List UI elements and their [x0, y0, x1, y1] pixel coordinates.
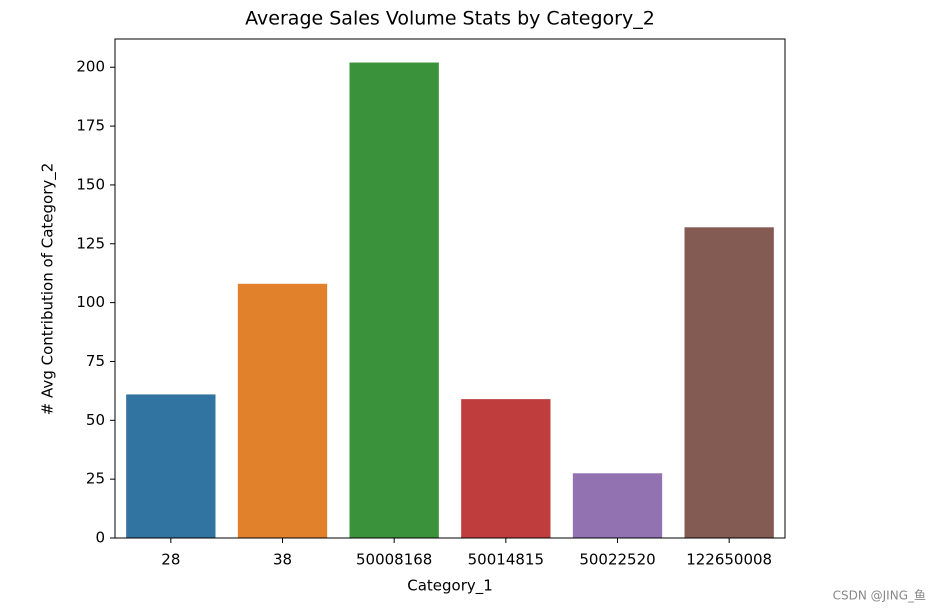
bar: [237, 283, 328, 538]
x-tick-label: 122650008: [686, 551, 772, 569]
bar: [572, 473, 663, 538]
bar: [461, 399, 551, 538]
plot-frame: [114, 38, 786, 539]
y-tick-label: 50: [86, 411, 105, 429]
y-tick-label: 150: [76, 175, 105, 193]
y-axis-label: # Avg Contribution of Category_2: [39, 163, 58, 416]
x-tick-label: 50008168: [356, 551, 432, 569]
bar: [126, 394, 216, 538]
x-tick-label: 38: [273, 551, 292, 569]
y-tick-label: 100: [76, 293, 105, 311]
x-tick-label: 28: [161, 551, 180, 569]
y-tick-label: 200: [76, 58, 105, 76]
watermark: CSDN @JING_鱼: [833, 589, 926, 603]
y-tick-label: 0: [95, 529, 105, 547]
y-tick-label: 25: [86, 470, 105, 488]
y-tick-label: 175: [76, 117, 105, 135]
bar: [349, 62, 439, 539]
x-tick-label: 50022520: [579, 551, 655, 569]
y-tick-label: 75: [86, 352, 105, 370]
y-tick-label: 125: [76, 234, 105, 252]
bar: [684, 227, 774, 538]
x-tick-label: 50014815: [468, 551, 544, 569]
x-axis-label: Category_1: [407, 577, 493, 596]
chart-title: Average Sales Volume Stats by Category_2: [245, 8, 655, 30]
